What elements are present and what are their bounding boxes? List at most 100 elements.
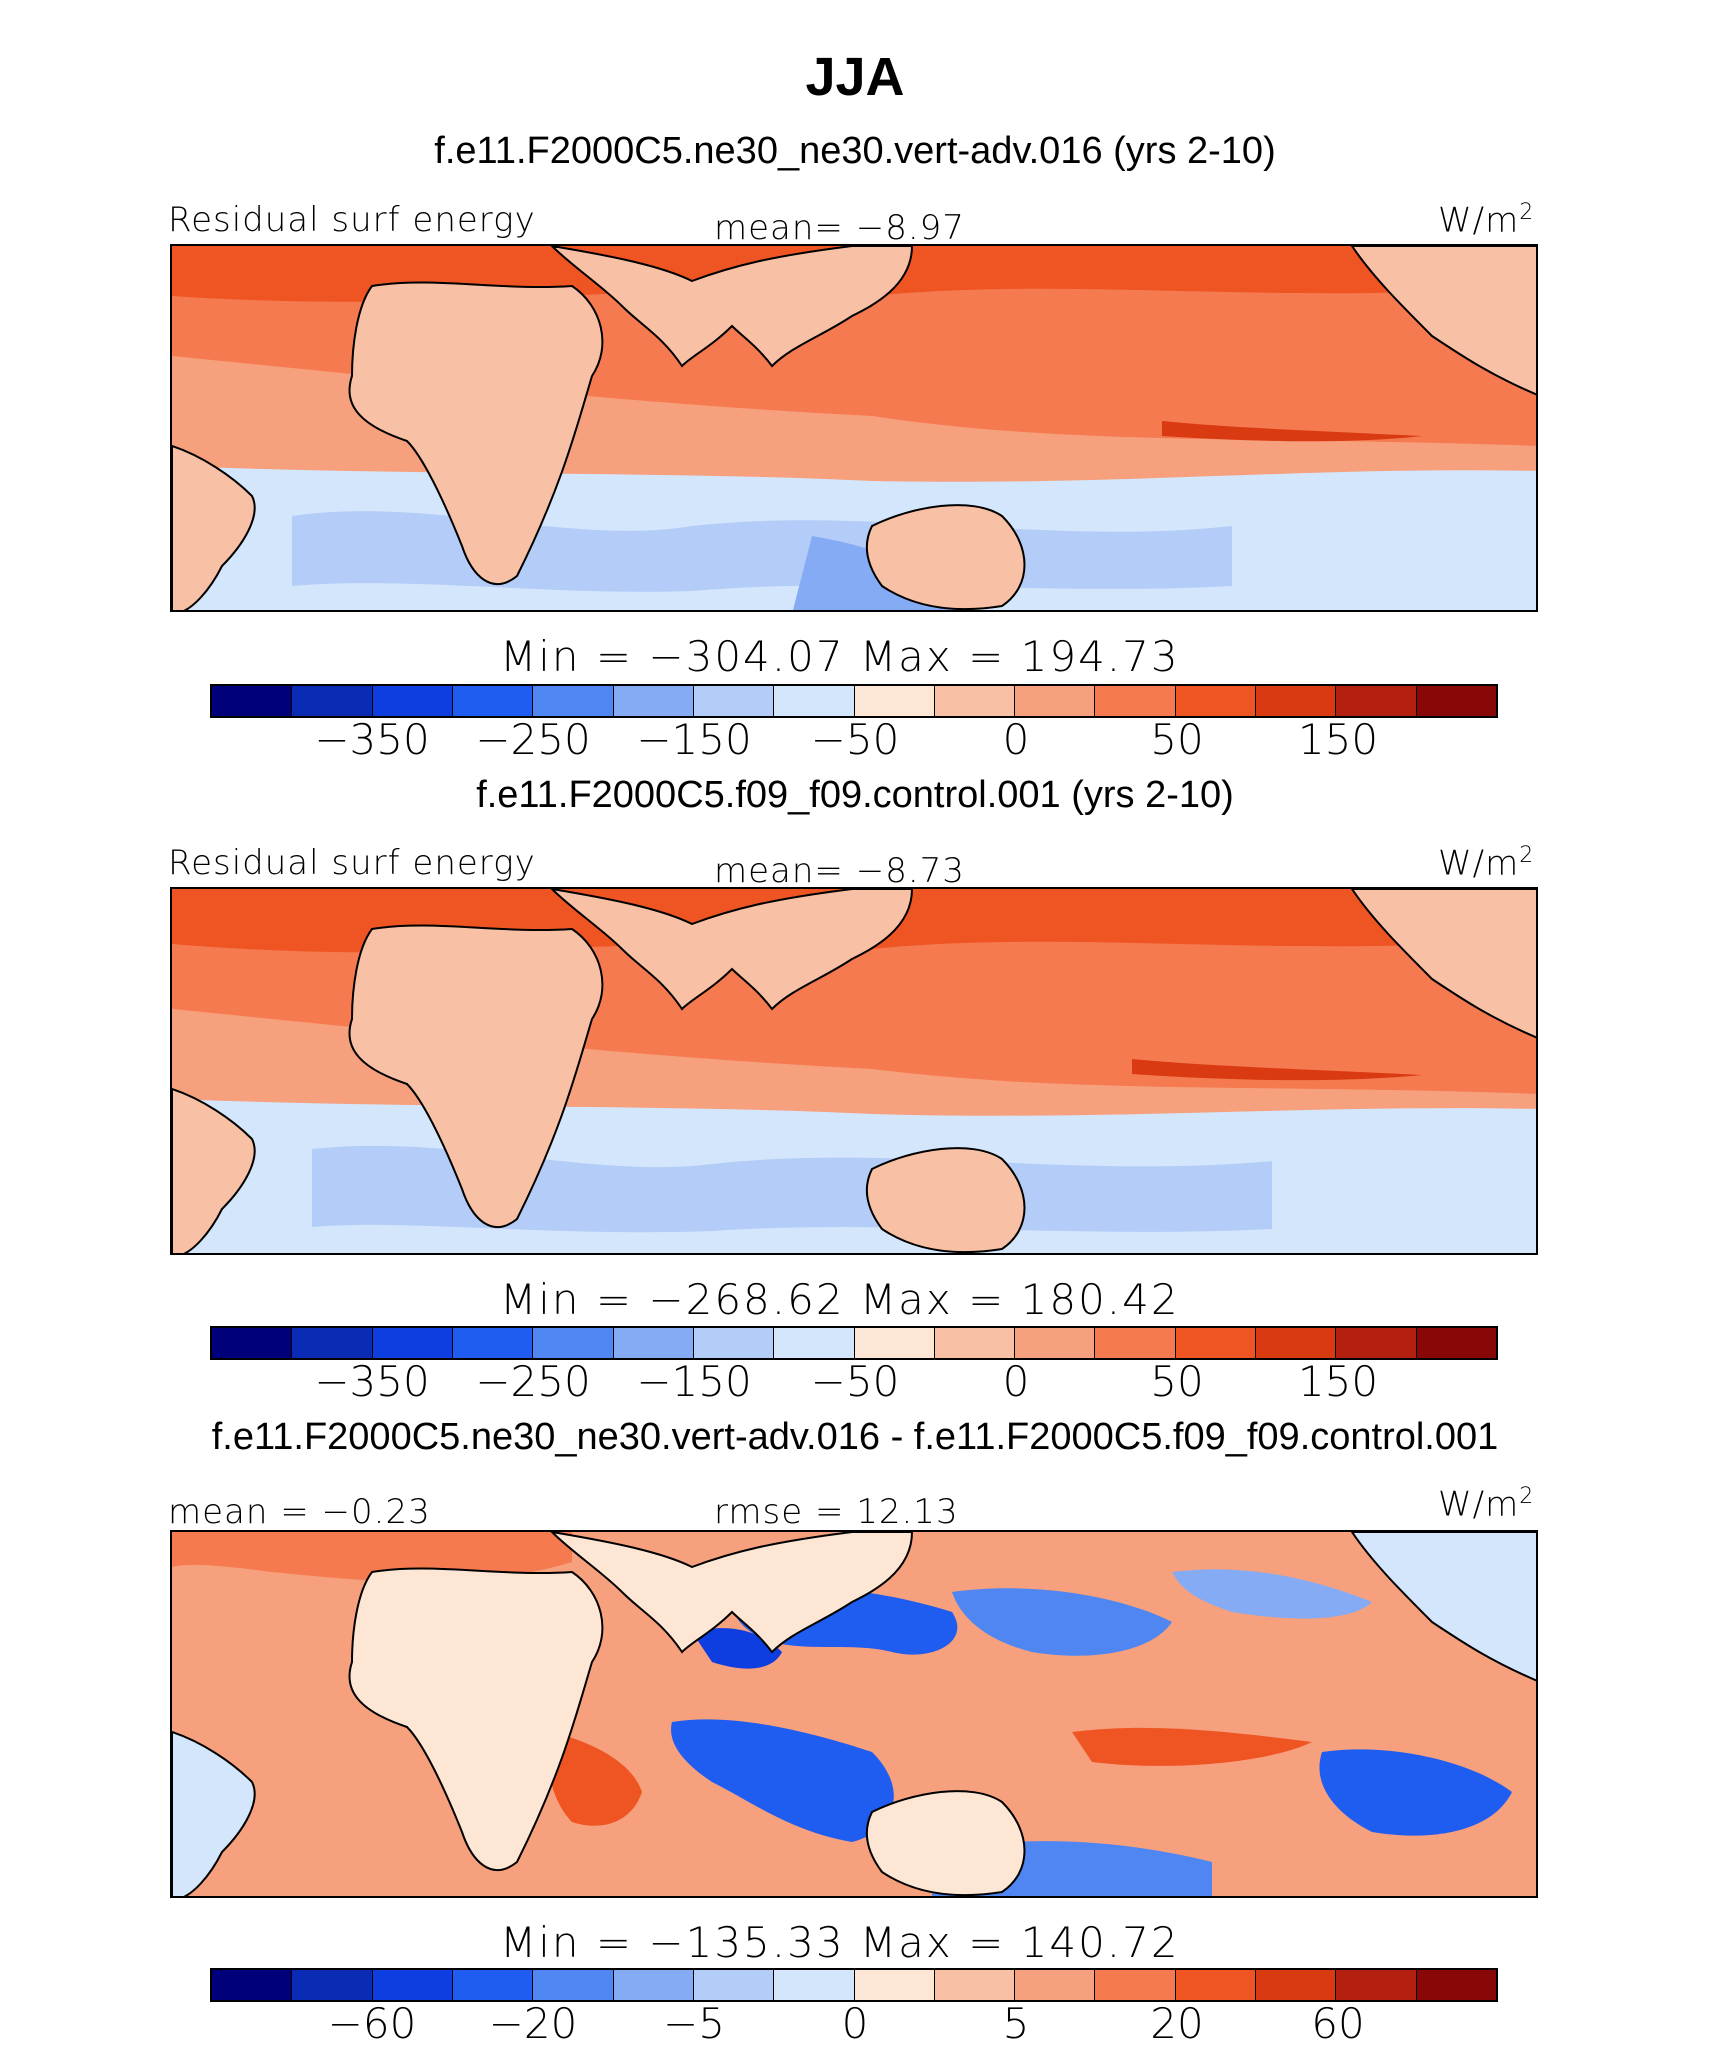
panel2-colorbar [210, 1326, 1498, 1360]
south-america-landmass [172, 1730, 256, 1896]
panel2-field-label: Residual surf energy [168, 843, 536, 883]
panel3-tick: 5 [1002, 1999, 1030, 2048]
panel3-units: W/m2 [1438, 1484, 1535, 1525]
colorbar-swatch [693, 686, 775, 716]
colorbar-swatch [1015, 686, 1096, 716]
colorbar-swatch [1175, 1328, 1257, 1358]
colorbar-swatch [693, 1970, 775, 2000]
africa-landmass [348, 281, 604, 586]
australia-landmass [865, 1790, 1026, 1896]
panel1-tick: 150 [1297, 715, 1379, 764]
colorbar-swatch [372, 1328, 453, 1358]
colorbar-swatch [774, 1970, 855, 2000]
colorbar-swatch [854, 1328, 935, 1358]
colorbar-swatch [934, 1970, 1016, 2000]
panel3-tick: −5 [663, 1999, 725, 2048]
colorbar-swatch [533, 686, 614, 716]
colorbar-swatch [1015, 1328, 1096, 1358]
panel1-tick: 50 [1150, 715, 1204, 764]
colorbar-swatch [1416, 1328, 1496, 1358]
australia-landmass [865, 504, 1026, 610]
diff-negative-westpacific [952, 1588, 1172, 1656]
panel1-tick: 0 [1002, 715, 1030, 764]
panel1-units: W/m2 [1438, 200, 1535, 241]
panel1-case-title: f.e11.F2000C5.ne30_ne30.vert-adv.016 (yr… [434, 130, 1276, 172]
colorbar-swatch [533, 1328, 614, 1358]
asia-landmass [550, 1532, 914, 1654]
panel1-field-label: Residual surf energy [168, 200, 536, 240]
asia-landmass [550, 889, 914, 1011]
colorbar-swatch [1336, 1970, 1417, 2000]
americas-landmass [1350, 1532, 1536, 1682]
panel1-tick: −50 [810, 715, 900, 764]
panel3-tick: −60 [327, 1999, 417, 2048]
south-america-landmass [172, 1087, 256, 1253]
panel3-colorbar [210, 1968, 1498, 2002]
panel3-map [170, 1530, 1538, 1898]
panel1-mean-label: mean= −8.97 [714, 208, 965, 248]
diff-negative-northpacific [1172, 1569, 1372, 1619]
colorbar-swatch [613, 686, 694, 716]
panel3-case-title: f.e11.F2000C5.ne30_ne30.vert-adv.016 - f… [211, 1416, 1499, 1458]
itcz-hot-band [1132, 1059, 1422, 1081]
asia-landmass [550, 246, 914, 368]
colorbar-swatch [1175, 686, 1257, 716]
itcz-hot-band [1162, 421, 1422, 442]
colorbar-swatch [774, 686, 855, 716]
colorbar-swatch [1416, 1970, 1496, 2000]
colorbar-swatch [774, 1328, 855, 1358]
panel2-tick: 150 [1297, 1357, 1379, 1406]
colorbar-swatch [533, 1970, 614, 2000]
colorbar-swatch [372, 1970, 453, 2000]
colorbar-swatch [292, 1970, 373, 2000]
panel1-colorbar [210, 684, 1498, 718]
panel3-tick: −20 [488, 1999, 578, 2048]
colorbar-swatch [452, 686, 534, 716]
colorbar-swatch [212, 686, 293, 716]
panel2-tick: −350 [314, 1357, 430, 1406]
panel3-mean-label: mean = −0.23 [168, 1492, 431, 1532]
colorbar-swatch [1175, 1970, 1257, 2000]
colorbar-swatch [292, 1328, 373, 1358]
panel2-minmax: Min = −268.62 Max = 180.42 [500, 1275, 1180, 1324]
americas-landmass [1350, 889, 1536, 1039]
panel3-minmax: Min = −135.33 Max = 140.72 [500, 1918, 1180, 1967]
panel1-minmax: Min = −304.07 Max = 194.73 [500, 632, 1180, 681]
panel3-rmse-label: rmse = 12.13 [714, 1492, 959, 1532]
colorbar-swatch [212, 1970, 293, 2000]
colorbar-swatch [854, 686, 935, 716]
africa-landmass [348, 1567, 604, 1872]
panel3-tick: 60 [1311, 1999, 1365, 2048]
panel2-mean-label: mean= −8.73 [714, 851, 965, 891]
diff-negative-south-indian [671, 1719, 894, 1842]
colorbar-swatch [613, 1970, 694, 2000]
colorbar-swatch [934, 1328, 1016, 1358]
panel1-tick: −250 [475, 715, 591, 764]
panel2-tick: 0 [1002, 1357, 1030, 1406]
colorbar-swatch [212, 1328, 293, 1358]
americas-landmass [1350, 246, 1536, 396]
colorbar-swatch [1416, 686, 1496, 716]
colorbar-swatch [934, 686, 1016, 716]
panel3-tick: 20 [1150, 1999, 1204, 2048]
panel2-map [170, 887, 1538, 1255]
colorbar-swatch [1256, 686, 1337, 716]
panel1-tick: −150 [636, 715, 752, 764]
colorbar-swatch [1336, 1328, 1417, 1358]
diff-positive-madagascar [548, 1732, 642, 1826]
panel2-units: W/m2 [1438, 843, 1535, 884]
colorbar-swatch [1095, 1328, 1176, 1358]
panel1-map [170, 244, 1538, 612]
south-america-landmass [172, 444, 256, 610]
panel1-tick: −350 [314, 715, 430, 764]
africa-landmass [348, 924, 604, 1229]
panel2-tick: −250 [475, 1357, 591, 1406]
diff-positive-spcz [1072, 1727, 1312, 1766]
colorbar-swatch [1015, 1970, 1096, 2000]
colorbar-swatch [1336, 686, 1417, 716]
diff-negative-eastpacific [1319, 1749, 1512, 1836]
colorbar-swatch [693, 1328, 775, 1358]
colorbar-swatch [854, 1970, 935, 2000]
panel3-tick: 0 [841, 1999, 869, 2048]
colorbar-swatch [1256, 1970, 1337, 2000]
